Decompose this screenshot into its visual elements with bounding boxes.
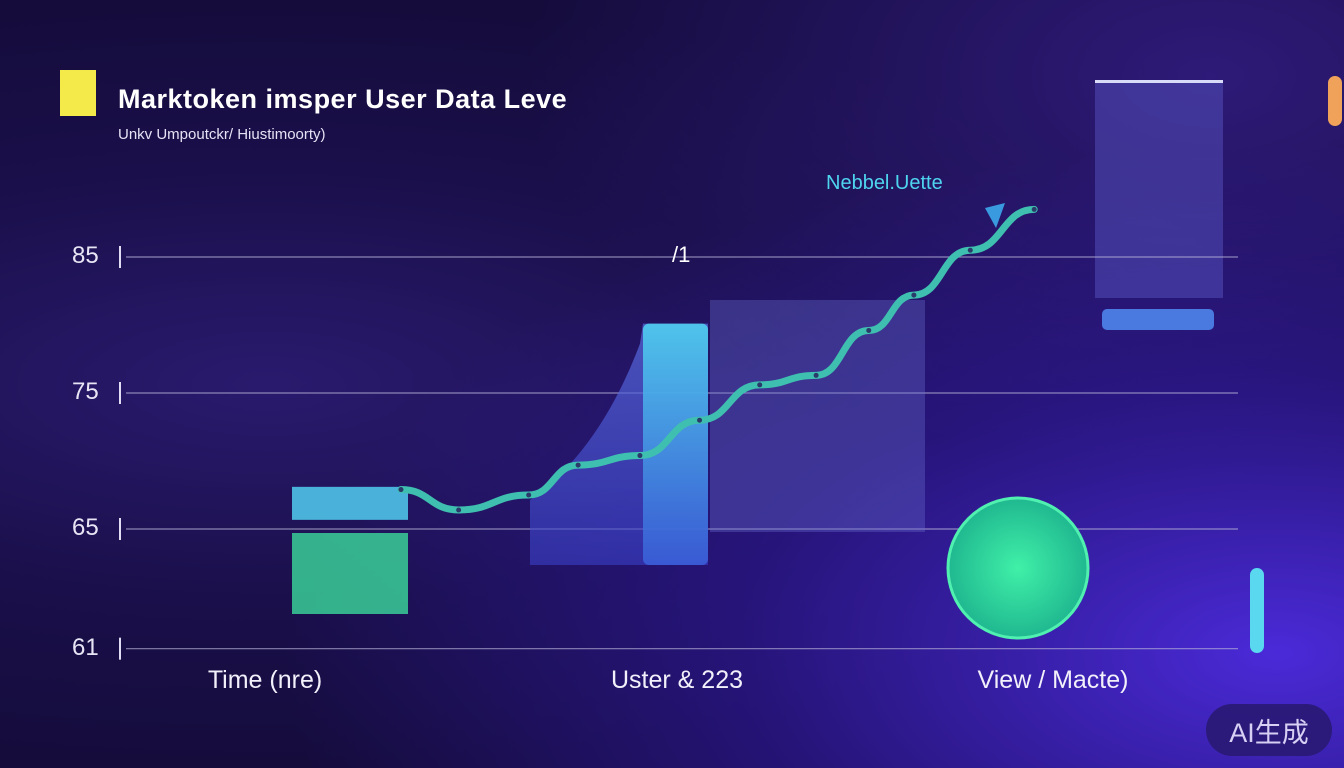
chart-title: Marktoken imsper User Data Leve: [118, 84, 568, 114]
side-indicator: [1250, 568, 1264, 653]
line-point: [526, 492, 532, 498]
legend-swatch: [60, 70, 96, 116]
side-panel-edge: [1095, 80, 1223, 83]
side-pill: [1102, 309, 1214, 330]
line-point: [456, 507, 462, 513]
line-point: [967, 247, 973, 253]
line-point: [697, 417, 703, 423]
chart-subtitle: Unkv Umpoutckr/ Hiustimoorty): [118, 126, 326, 143]
line-point: [398, 487, 404, 493]
side-panel: [1095, 80, 1223, 298]
backdrop-panel: [710, 300, 925, 532]
x-tick-label: Uster & 223: [610, 666, 744, 694]
line-point: [575, 462, 581, 468]
series-line: [397, 205, 1038, 514]
line-point: [637, 453, 643, 459]
y-tick-label: 65: [72, 514, 99, 541]
line-point: [813, 372, 819, 378]
bar-lower: [292, 533, 408, 614]
annotation-label: Nebbel.Uette: [826, 172, 943, 194]
x-tick-label: View / Macte): [977, 666, 1129, 694]
y-tick-label: 75: [72, 378, 99, 405]
bubble-marker: [946, 496, 1090, 640]
line-point: [1031, 206, 1037, 212]
line-point: [757, 382, 763, 388]
ai-badge: AI生成: [1206, 704, 1332, 756]
line-point: [911, 292, 917, 298]
line-point: [866, 327, 872, 333]
arrow-head-icon: [985, 203, 1005, 228]
x-tick-label: Time (nre): [207, 666, 323, 694]
scrollbar-thumb[interactable]: [1328, 76, 1342, 126]
annotation-marker: /1: [672, 242, 691, 267]
bar: [643, 323, 708, 565]
bar: [292, 486, 408, 520]
y-tick-label: 85: [72, 242, 99, 269]
y-tick-label: 61: [72, 633, 99, 661]
